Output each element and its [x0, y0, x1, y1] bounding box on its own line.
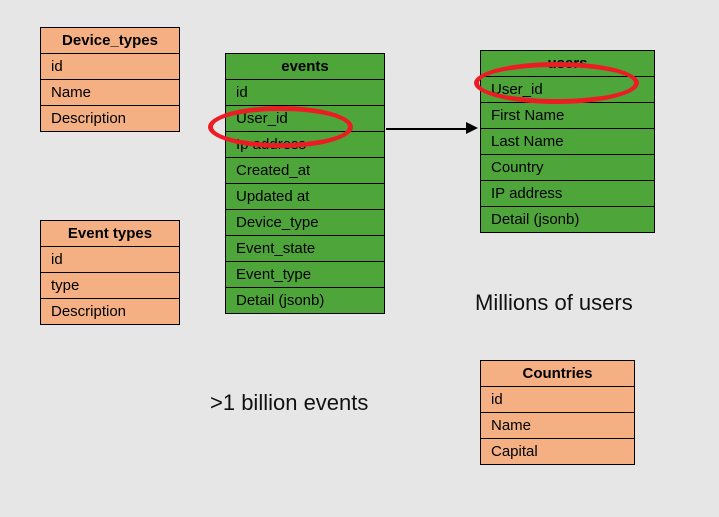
table-row: Description	[41, 106, 179, 131]
table-row: Event_state	[226, 236, 384, 262]
table-row: Ip address	[226, 132, 384, 158]
table-row: id	[41, 54, 179, 80]
table-row: Event_type	[226, 262, 384, 288]
table-users: users User_id First Name Last Name Count…	[480, 50, 655, 233]
table-row: Last Name	[481, 129, 654, 155]
annotation-events: >1 billion events	[210, 390, 368, 416]
table-row: Country	[481, 155, 654, 181]
table-row: id	[226, 80, 384, 106]
table-row: Updated at	[226, 184, 384, 210]
table-row: Name	[481, 413, 634, 439]
table-row: Capital	[481, 439, 634, 464]
table-header: Device_types	[41, 28, 179, 54]
table-event-types: Event types id type Description	[40, 220, 180, 325]
table-countries: Countries id Name Capital	[480, 360, 635, 465]
table-device-types: Device_types id Name Description	[40, 27, 180, 132]
relationship-arrow-head-icon	[466, 122, 478, 134]
table-row: Name	[41, 80, 179, 106]
table-header: Event types	[41, 221, 179, 247]
table-row: Detail (jsonb)	[226, 288, 384, 313]
table-row: Detail (jsonb)	[481, 207, 654, 232]
table-header: Countries	[481, 361, 634, 387]
table-row: User_id	[481, 77, 654, 103]
annotation-users: Millions of users	[475, 290, 633, 316]
table-row: IP address	[481, 181, 654, 207]
table-row: Description	[41, 299, 179, 324]
relationship-arrow-line	[386, 128, 468, 130]
table-row: First Name	[481, 103, 654, 129]
table-row: id	[481, 387, 634, 413]
table-header: users	[481, 51, 654, 77]
table-events: events id User_id Ip address Created_at …	[225, 53, 385, 314]
table-row: type	[41, 273, 179, 299]
table-row: User_id	[226, 106, 384, 132]
table-row: Device_type	[226, 210, 384, 236]
table-header: events	[226, 54, 384, 80]
table-row: id	[41, 247, 179, 273]
table-row: Created_at	[226, 158, 384, 184]
